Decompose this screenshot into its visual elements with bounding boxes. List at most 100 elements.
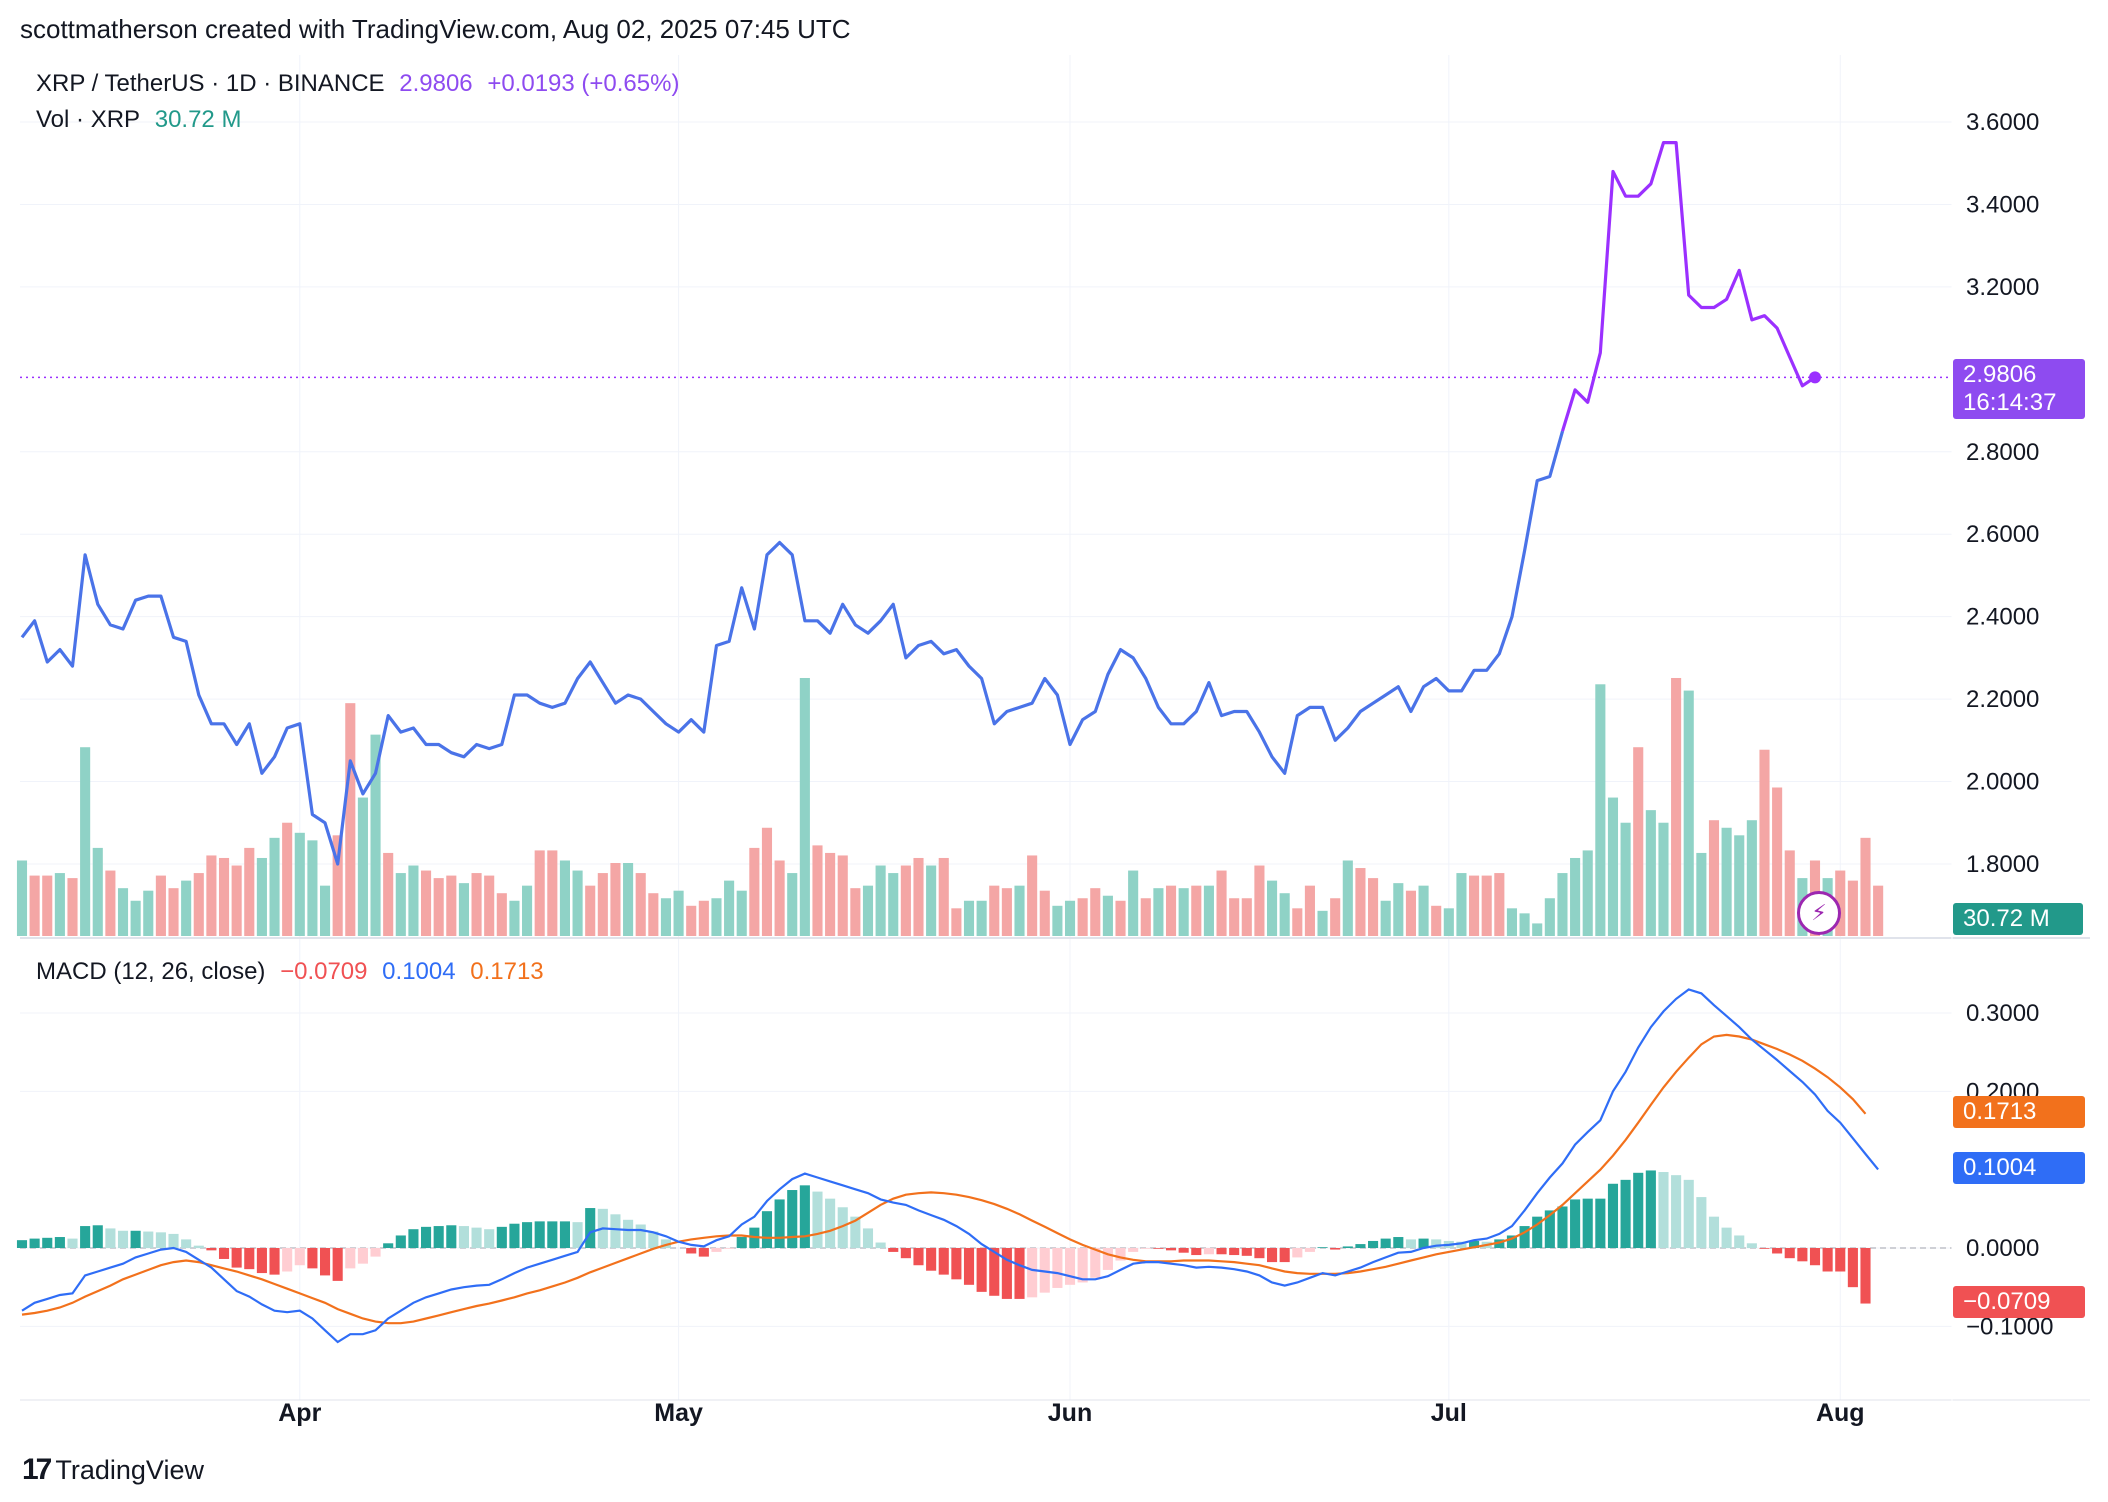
volume-bar [1140, 898, 1151, 936]
volume-bar [1418, 885, 1429, 936]
volume-bar [1708, 820, 1720, 936]
macd-hist-bar [1317, 1247, 1328, 1248]
volume-bar [54, 873, 65, 936]
price-tick-label: 3.6000 [1966, 109, 2039, 136]
volume-bar [181, 880, 192, 936]
macd-hist-bar [1405, 1239, 1416, 1248]
volume-bar [572, 870, 583, 936]
price-tick-label: 2.6000 [1966, 521, 2039, 548]
macd-hist-bar [206, 1248, 217, 1251]
volume-bar [1683, 690, 1694, 936]
volume-bar [155, 875, 166, 936]
volume-bar [724, 880, 735, 936]
last-price-dot [1809, 371, 1821, 384]
macd-hist-bar [433, 1226, 444, 1248]
volume-bar [1784, 850, 1795, 936]
macd-hist-bar [1191, 1248, 1202, 1256]
volume-bar [522, 885, 533, 936]
macd-hist-bar [1772, 1248, 1783, 1254]
macd-hist-bar [1266, 1248, 1278, 1263]
price-line [20, 430, 1565, 866]
macd-line [21, 988, 1879, 1344]
macd-hist-bar [774, 1199, 785, 1248]
macd-hist-bar [559, 1221, 571, 1248]
volume-bar [1746, 820, 1757, 936]
volume-bar [206, 855, 217, 936]
volume-bar [319, 885, 331, 936]
macd-hist-bar [572, 1222, 583, 1248]
macd-hist-bar [345, 1248, 356, 1269]
price-line-recent [1560, 141, 1816, 432]
legend-macd: MACD (12, 26, close) −0.0709 0.1004 0.17… [36, 958, 552, 986]
macd-hist-bar [1052, 1248, 1063, 1288]
volume-bar [1216, 870, 1227, 936]
macd-hist-bar [193, 1245, 204, 1248]
brand-name: TradingView [55, 1454, 204, 1485]
volume-bar [1570, 857, 1581, 936]
macd-hist-bar [938, 1248, 949, 1275]
volume-bar [1393, 883, 1404, 936]
volume-bar [332, 835, 343, 936]
macd-hist-bar [1178, 1248, 1189, 1253]
macd-hist-bar [1165, 1248, 1177, 1251]
macd-hist-bar [1102, 1248, 1113, 1270]
volume-bar [231, 865, 242, 936]
volume-bar [446, 875, 457, 936]
volume-bar [1835, 870, 1846, 936]
macd-hist-bar [29, 1238, 40, 1248]
volume-bar [168, 888, 179, 936]
volume-bar [1847, 880, 1858, 936]
volume-bar [812, 845, 823, 936]
macd-hist-bar [67, 1238, 78, 1248]
price-line-group [20, 141, 1952, 866]
volume-bar [1266, 880, 1278, 936]
price-tick-label: 1.8000 [1966, 851, 2039, 878]
macd-hist-bar [736, 1237, 747, 1248]
macd-hist-bar [42, 1237, 53, 1248]
volume-bar [80, 747, 91, 936]
volume-tag: 30.72 M [1953, 903, 2083, 935]
macd-hist-bar [850, 1216, 861, 1248]
macd-hist-bar [1708, 1216, 1720, 1248]
volume-bar [1607, 797, 1619, 936]
macd-tag: 0.1004 [1953, 1152, 2085, 1184]
volume-bar [1279, 893, 1290, 936]
change-label: +0.0193 (+0.65%) [487, 70, 680, 97]
volume-bar [1620, 822, 1631, 936]
volume-bar [610, 863, 621, 936]
volume-bar [1456, 873, 1467, 936]
macd-line-value: 0.1004 [382, 958, 456, 985]
volume-bar [307, 840, 318, 936]
macd-hist-bar [168, 1233, 179, 1248]
macd-hist-bar [1860, 1248, 1871, 1304]
volume-bar [1645, 810, 1656, 936]
macd-hist-bar [105, 1228, 116, 1248]
volume-bar [1052, 905, 1063, 936]
volume-bar [1544, 898, 1555, 936]
macd-hist-bar [1064, 1248, 1076, 1285]
macd-hist-bar [799, 1185, 810, 1248]
volume-bar [938, 857, 949, 936]
volume-bars [16, 677, 1884, 936]
macd-hist-bar [1544, 1210, 1555, 1248]
volume-bar [256, 857, 267, 936]
macd-hist-bar [1229, 1248, 1240, 1256]
volume-bar [862, 885, 874, 936]
price-tick-label: 2.4000 [1966, 604, 2039, 631]
volume-bar [1873, 885, 1884, 936]
volume-bar [1014, 885, 1025, 936]
volume-label: Vol · XRP [36, 106, 141, 133]
macd-hist-bar [282, 1248, 293, 1272]
macd-hist-bar [471, 1227, 482, 1248]
volume-bar [383, 852, 394, 936]
lightning-icon[interactable]: ⚡ [1797, 891, 1841, 935]
macd-hist-bar [623, 1219, 634, 1248]
volume-bar [1405, 890, 1416, 936]
volume-bar [1532, 923, 1543, 936]
macd-hist-bar [1001, 1248, 1012, 1299]
macd-hist-bar [610, 1214, 621, 1248]
volume-bar [16, 860, 28, 936]
volume-bar [1064, 900, 1076, 936]
volume-bar [913, 857, 924, 936]
